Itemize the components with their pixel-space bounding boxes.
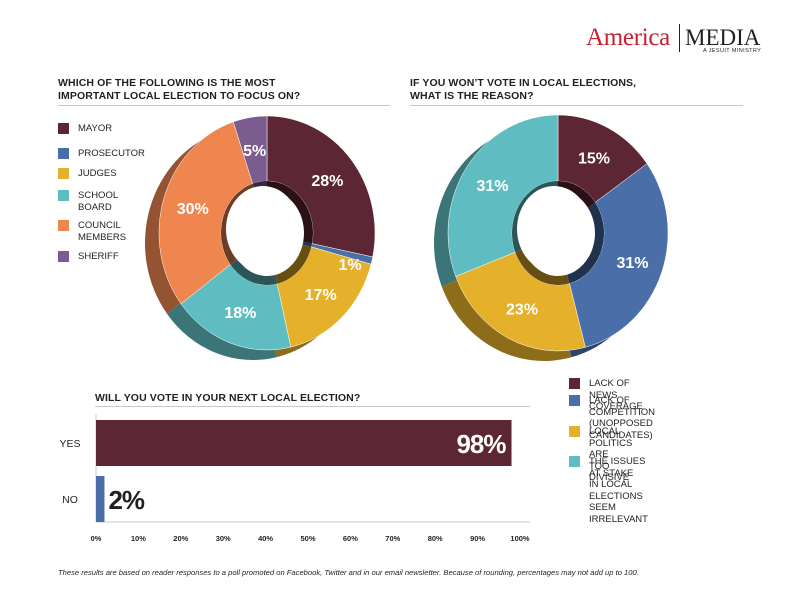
chart3-bar bbox=[96, 476, 105, 522]
chart2-hole-face bbox=[517, 186, 591, 272]
chart2-slice-label: 15% bbox=[578, 150, 610, 167]
chart2-legend-label: THE ISSUES AT STAKE IN LOCAL ELECTIONS S… bbox=[589, 456, 648, 525]
chart1-legend-label: PROSECUTOR bbox=[78, 148, 145, 159]
chart3-tick-label: 30% bbox=[216, 534, 231, 543]
chart3-tick-label: 70% bbox=[385, 534, 400, 543]
chart3-tick-label: 80% bbox=[428, 534, 443, 543]
chart2-legend-label: LACK OF COMPETITION (UNOPPOSED CANDIDATE… bbox=[589, 395, 655, 441]
chart1-inner-wall bbox=[230, 259, 278, 285]
chart1-legend-swatch bbox=[58, 190, 69, 201]
chart3-bar-chart: YES 98% NO 2% 0% 10% 20% 30% 40% 50% 60% 70% 80% 90% 1… bbox=[59, 414, 530, 543]
chart3-tick-label: 100% bbox=[510, 534, 530, 543]
chart3-tick-label: 90% bbox=[470, 534, 485, 543]
logo-media-text: MEDIA bbox=[685, 25, 761, 50]
chart3-tick-label: 20% bbox=[173, 534, 188, 543]
chart1-legend-swatch bbox=[58, 251, 69, 262]
chart1-legend-label: SCHOOL BOARD bbox=[78, 190, 119, 213]
chart1-legend-swatch bbox=[58, 148, 69, 159]
chart1-legend-swatch bbox=[58, 123, 69, 134]
chart3-tick-label: 60% bbox=[343, 534, 358, 543]
chart3-tick-label: 40% bbox=[258, 534, 273, 543]
logo-america-text: America bbox=[586, 24, 670, 51]
chart2-slice-label: 31% bbox=[476, 178, 508, 195]
chart1-legend-label: JUDGES bbox=[78, 168, 117, 179]
chart1-legend-swatch bbox=[58, 220, 69, 231]
chart1-donut: 28% 1%17% 18% 30% 5% bbox=[144, 115, 376, 360]
america-media-logo: America MEDIA A JESUIT MINISTRY bbox=[586, 22, 766, 58]
chart2-inner-wall bbox=[515, 248, 570, 285]
chart2-legend-label: LOCAL POLITICS ARE TOO DIVISIVE bbox=[589, 426, 633, 483]
chart3-tick-label: 50% bbox=[300, 534, 315, 543]
chart1-title: WHICH OF THE FOLLOWING IS THE MOST IMPOR… bbox=[58, 77, 301, 102]
chart1-slice-label: 5% bbox=[243, 143, 266, 160]
chart1-legend-label: MAYOR bbox=[78, 123, 113, 134]
chart2-donut: 15% 31% 23% 31% bbox=[434, 114, 669, 361]
chart3-value-label: 2% bbox=[108, 485, 144, 515]
chart3-title-rule bbox=[95, 406, 530, 407]
chart2-title-rule bbox=[410, 105, 743, 106]
chart2-legend-label: LACK OF NEWS COVERAGE bbox=[589, 378, 643, 412]
chart1-slice-label: 18% bbox=[224, 305, 256, 322]
logo-subtitle: A JESUIT MINISTRY bbox=[703, 48, 762, 54]
chart3-tick-label: 0% bbox=[91, 534, 102, 543]
chart2-legend-swatch bbox=[569, 426, 580, 437]
chart2-inner-wall bbox=[512, 181, 558, 253]
footnote: These results are based on reader respon… bbox=[58, 568, 639, 577]
chart1-legend-label: COUNCIL MEMBERS bbox=[78, 220, 127, 243]
chart1-legend-swatch bbox=[58, 168, 69, 179]
chart3-bar bbox=[96, 420, 512, 466]
chart1-slice-label: 28% bbox=[311, 173, 343, 190]
chart1-hole-face bbox=[226, 186, 300, 272]
chart3-category-label: NO bbox=[62, 494, 78, 506]
chart2-slice-label: 23% bbox=[506, 302, 538, 319]
chart1-slice-label: 1% bbox=[338, 257, 361, 274]
chart1-inner-wall bbox=[275, 244, 312, 284]
chart2-title: IF YOU WON’T VOTE IN LOCAL ELECTIONS, WH… bbox=[410, 77, 637, 102]
chart3-title: WILL YOU VOTE IN YOUR NEXT LOCAL ELECTIO… bbox=[95, 392, 361, 404]
chart2-legend-swatch bbox=[569, 395, 580, 406]
chart2-slice-label: 31% bbox=[617, 255, 649, 272]
chart2-legend-swatch bbox=[569, 378, 580, 389]
chart1-legend-label: SHERIFF bbox=[78, 251, 119, 262]
logo-divider bbox=[679, 24, 680, 52]
chart3-tick-label: 10% bbox=[131, 534, 146, 543]
chart3-category-label: YES bbox=[59, 438, 80, 450]
chart1-inner-wall bbox=[302, 241, 313, 247]
chart2-legend-swatch bbox=[569, 456, 580, 467]
chart1-title-rule bbox=[58, 105, 390, 106]
chart2-inner-wall bbox=[558, 181, 596, 208]
chart1-slice-label: 17% bbox=[305, 287, 337, 304]
chart2-inner-wall bbox=[567, 202, 604, 284]
chart3-value-label: 98% bbox=[456, 429, 506, 459]
chart1-slice-label: 30% bbox=[177, 201, 209, 218]
